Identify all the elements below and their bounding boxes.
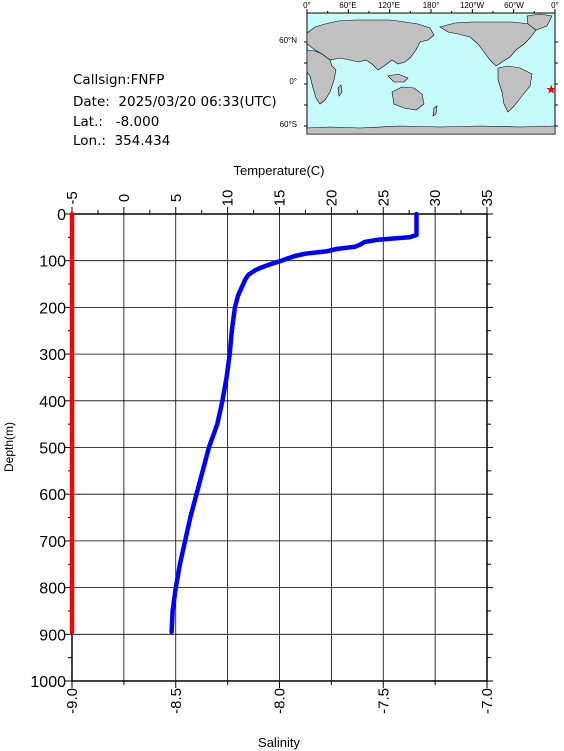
- depth-ticks: 0 100 200 300 400 500 600 700 800 900 10…: [30, 207, 66, 691]
- depth-tick-label: 300: [39, 347, 66, 364]
- temp-tick-label: 20: [323, 190, 340, 207]
- date-label: Date: 2025/03/20 06:33(UTC): [73, 94, 277, 110]
- salinity-axis-title: Salinity: [258, 735, 300, 750]
- location-map: 0° 60°E 120°E 180° 120°W 60°W 0° 60°N 0°…: [279, 1, 559, 135]
- temp-tick-label: 25: [375, 190, 392, 207]
- depth-tick-label: 600: [39, 487, 66, 504]
- salinity-tick-label: -7.5: [375, 688, 392, 714]
- temperature-axis-title: Temperature(C): [233, 163, 324, 178]
- map-lat-label: 0°: [289, 77, 297, 86]
- chart-grid: [72, 214, 487, 681]
- map-lon-label: 0°: [551, 1, 559, 10]
- map-lon-label: 120°W: [460, 1, 485, 10]
- station-marker-icon: [546, 84, 556, 94]
- depth-tick-label: 200: [39, 300, 66, 317]
- temperature-ticks: -5 0 5 10 15 20 25 30 35: [64, 190, 496, 207]
- salinity-tick-label: -7.0: [479, 688, 496, 714]
- map-lon-label: 0°: [303, 1, 311, 10]
- depth-tick-label: 400: [39, 394, 66, 411]
- depth-tick-label: 1000: [30, 674, 66, 691]
- latitude-label: Lat.: -8.000: [73, 114, 160, 130]
- temp-tick-label: 0: [116, 194, 133, 202]
- depth-tick-label: 500: [39, 441, 66, 458]
- temp-tick-label: 30: [427, 190, 444, 207]
- temp-tick-label: 35: [479, 190, 496, 207]
- map-lon-label: 180°: [423, 1, 440, 10]
- map-lon-label: 120°E: [378, 1, 400, 10]
- depth-axis-title: Depth(m): [2, 422, 16, 472]
- salinity-tick-label: -8.5: [168, 688, 185, 714]
- temp-tick-label: -5: [64, 191, 81, 204]
- map-land: [306, 13, 556, 135]
- map-lat-label: 60°S: [280, 120, 297, 129]
- temperature-series-line: [169, 211, 419, 635]
- map-lat-label: 60°N: [279, 36, 297, 45]
- profile-chart: -5 0 5 10 15 20 25 30 35 Temperature(C) …: [2, 163, 496, 750]
- depth-tick-label: 100: [39, 254, 66, 271]
- temp-tick-label: 15: [272, 190, 289, 207]
- temp-tick-label: 10: [220, 190, 237, 207]
- depth-tick-label: 700: [39, 534, 66, 551]
- map-lon-label: 60°W: [504, 1, 524, 10]
- depth-tick-label: 900: [39, 627, 66, 644]
- depth-tick-label: 0: [57, 207, 66, 224]
- salinity-ticks: -9.0 -8.5 -8.0 -7.5 -7.0: [64, 688, 496, 714]
- temp-tick-label: 5: [168, 194, 185, 202]
- longitude-label: Lon.: 354.434: [73, 133, 171, 149]
- depth-tick-label: 800: [39, 581, 66, 598]
- callsign-label: Callsign:FNFP: [73, 72, 165, 88]
- salinity-tick-label: -8.0: [272, 688, 289, 714]
- map-lon-label: 60°E: [339, 1, 356, 10]
- map-ticks: [304, 9, 558, 127]
- salinity-tick-label: -9.0: [64, 688, 81, 714]
